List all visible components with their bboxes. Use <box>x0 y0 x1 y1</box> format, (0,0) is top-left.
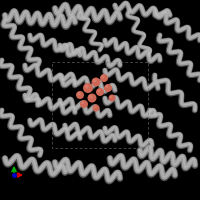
Circle shape <box>88 94 96 102</box>
Circle shape <box>104 84 112 92</box>
Circle shape <box>101 75 104 78</box>
Circle shape <box>92 104 100 112</box>
Circle shape <box>92 77 101 86</box>
Circle shape <box>76 91 84 99</box>
Circle shape <box>97 89 100 92</box>
Circle shape <box>108 95 116 102</box>
Circle shape <box>93 79 96 82</box>
Circle shape <box>94 106 96 108</box>
Circle shape <box>81 101 84 104</box>
Circle shape <box>89 95 92 98</box>
Circle shape <box>110 96 112 98</box>
Circle shape <box>84 84 88 88</box>
Circle shape <box>80 100 88 108</box>
Circle shape <box>96 88 104 96</box>
Circle shape <box>100 74 108 82</box>
Circle shape <box>77 92 80 95</box>
Circle shape <box>105 85 108 88</box>
Circle shape <box>83 83 93 93</box>
